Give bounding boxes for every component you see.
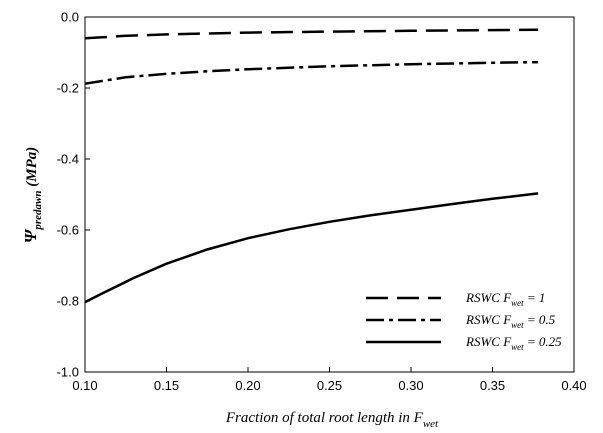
legend-label-main: RSWC F <box>465 312 512 327</box>
y-axis-title-unit: (MPa) <box>24 147 40 191</box>
y-tick-label: -1.0 <box>57 365 79 380</box>
series-layer <box>84 28 539 304</box>
x-tick-label: 0.35 <box>480 378 505 393</box>
legend-label-sub: wet <box>511 342 524 352</box>
legend-label-sub: wet <box>511 320 524 330</box>
legend-label-main: RSWC F <box>465 334 512 349</box>
legend-label-3: RSWC Fwet = 0.25 <box>465 334 562 352</box>
y-tick-label: -0.6 <box>57 223 79 238</box>
x-tick-label: 0.20 <box>235 378 260 393</box>
y-tick-label: -0.8 <box>57 294 79 309</box>
y-tick-label: 0.0 <box>61 10 79 25</box>
y-axis-title-sub: predawn <box>32 191 44 231</box>
legend-label-value: = 0.5 <box>524 312 556 327</box>
legend-label-value: = 1 <box>524 290 546 305</box>
x-tick-label: 0.40 <box>561 378 586 393</box>
y-tick-label: -0.4 <box>57 152 79 167</box>
y-axis-title: Ψpredawn (MPa) <box>21 147 44 243</box>
legend-label-1: RSWC Fwet = 1 <box>465 290 545 308</box>
series-line-3 <box>84 192 539 304</box>
x-tick-label: 0.30 <box>398 378 423 393</box>
legend-label-sub: wet <box>511 298 524 308</box>
x-axis-title-sub: wet <box>423 418 439 430</box>
legend-label-2: RSWC Fwet = 0.5 <box>465 312 556 330</box>
y-tick-label: -0.2 <box>57 81 79 96</box>
series-line-2 <box>84 60 539 85</box>
x-tick-label: 0.10 <box>72 378 97 393</box>
x-axis-title-main: Fraction of total root length in F <box>225 410 424 426</box>
x-tick-label: 0.25 <box>317 378 342 393</box>
x-tick-label: 0.15 <box>154 378 179 393</box>
legend-label-value: = 0.25 <box>524 334 563 349</box>
x-axis-title: Fraction of total root length in Fwet <box>225 410 439 430</box>
series-line-1 <box>84 28 539 40</box>
y-axis-title-symbol: Ψ <box>21 228 40 243</box>
legend-label-main: RSWC F <box>465 290 512 305</box>
x-ticks: 0.10 0.15 0.20 0.25 0.30 0.35 0.40 <box>72 367 587 393</box>
